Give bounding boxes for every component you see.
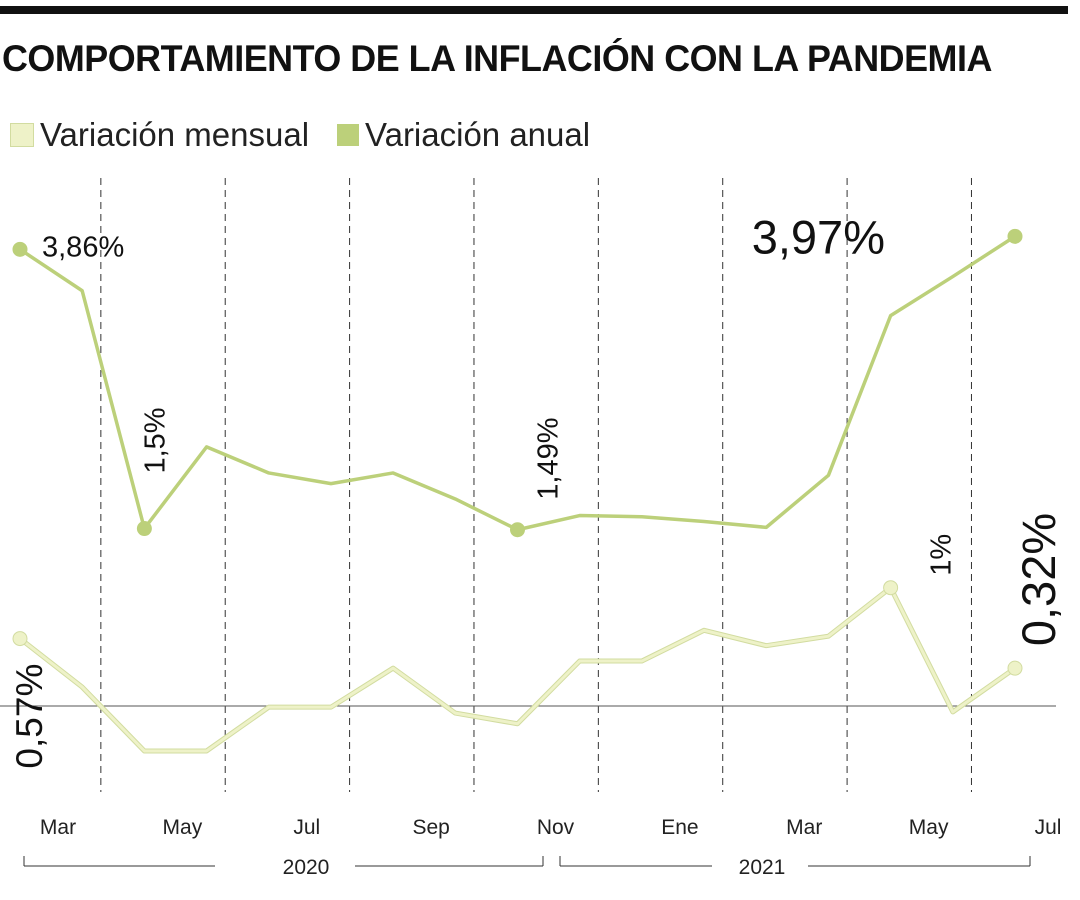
year-label: 2020 <box>283 856 330 879</box>
data-point-annual <box>136 521 152 537</box>
data-point-annual <box>12 241 28 257</box>
x-tick-label: Mar <box>786 816 822 839</box>
series-line-outline-monthly <box>18 585 1017 754</box>
legend-label-annual: Variación anual <box>365 116 591 153</box>
x-tick-label: Ene <box>661 816 698 839</box>
legend-item-monthly: Variación mensual <box>10 116 309 154</box>
legend-swatch-monthly <box>10 123 34 147</box>
legend-item-annual: Variación anual <box>337 116 590 154</box>
data-label: 1,49% <box>533 417 565 499</box>
year-label: 2021 <box>739 856 786 879</box>
legend: Variación mensual Variación anual <box>10 116 590 154</box>
x-tick-label: Jul <box>293 816 320 839</box>
x-tick-label: May <box>163 816 203 839</box>
data-point-monthly <box>12 631 28 647</box>
x-tick-label: May <box>909 816 949 839</box>
data-point-monthly <box>1007 660 1023 676</box>
data-point-monthly <box>883 580 899 596</box>
data-label: 3,86% <box>42 231 124 263</box>
legend-label-monthly: Variación mensual <box>40 116 310 153</box>
data-point-annual <box>1007 228 1023 244</box>
chart-title: COMPORTAMIENTO DE LA INFLACIÓN CON LA PA… <box>2 38 992 79</box>
x-tick-label: Mar <box>40 816 76 839</box>
data-point-annual <box>510 522 525 538</box>
x-tick-label: Jul <box>1035 816 1062 839</box>
data-label: 3,97% <box>752 210 885 263</box>
top-rule <box>0 6 1068 14</box>
data-label: 0,32% <box>1012 513 1065 646</box>
data-label: 1,5% <box>139 407 171 473</box>
series-line-annual <box>19 234 1016 532</box>
data-label: 1% <box>926 534 958 576</box>
x-tick-label: Sep <box>412 816 449 839</box>
series-line-monthly <box>19 586 1016 753</box>
legend-swatch-annual <box>337 124 360 146</box>
data-label: 0,57% <box>9 664 50 769</box>
x-tick-label: Nov <box>537 816 575 839</box>
